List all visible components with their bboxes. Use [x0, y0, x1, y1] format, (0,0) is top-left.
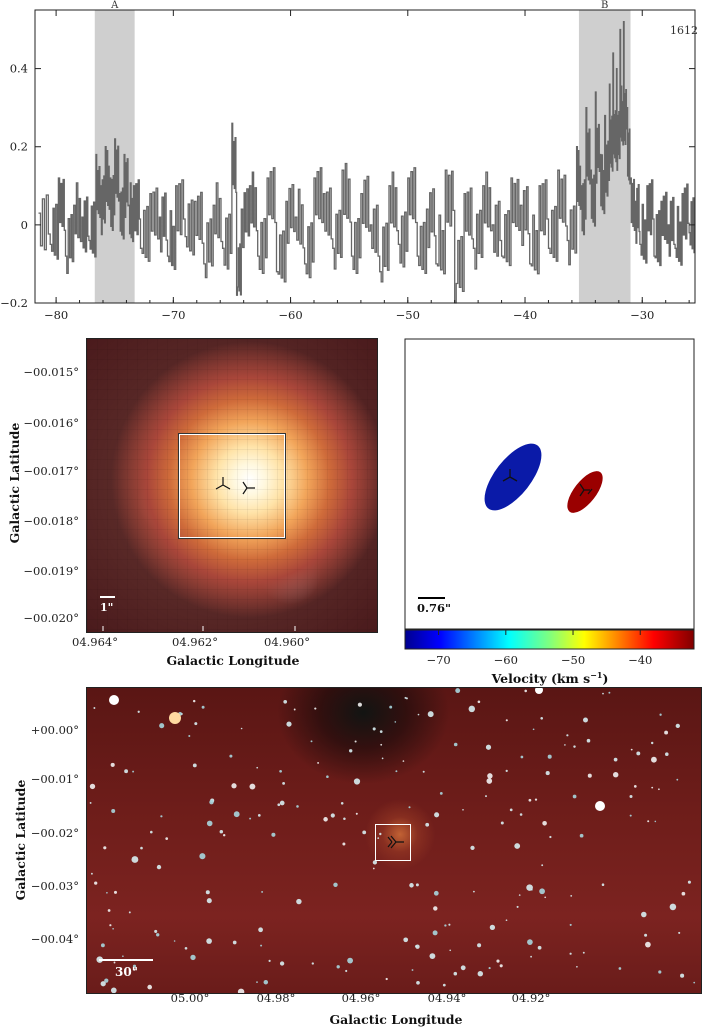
spectrum-frame	[34, 9, 696, 304]
zoom-x-tick-label: 04.964°	[72, 635, 118, 649]
zoom-image-axes: 04.964° 04.962° 04.960° −00.015°−00.016°−0…	[7, 365, 310, 668]
zoom-x-tick-label: 04.960°	[264, 635, 310, 649]
spectrum-x-ticks: −80 −70 −60 −50 −40 −30	[44, 10, 690, 322]
velocity-colorbar	[404, 629, 695, 650]
velocity-map-frame	[404, 338, 695, 630]
x-tick-label: −80	[44, 308, 68, 322]
wide-marker-icons	[387, 835, 404, 849]
y-tick-label: 0.2	[10, 140, 28, 154]
maser-marker-icons	[215, 477, 255, 495]
zoom-image-panel: 1"	[86, 338, 378, 633]
colorbar-tick-label: −50	[561, 653, 585, 667]
wide-field-panel: 30"	[86, 687, 702, 994]
zoom-scale-bar-label: 1"	[100, 601, 114, 614]
wide-inner-box	[375, 824, 411, 861]
zoom-x-tick-labels: 04.964° 04.962° 04.960°	[72, 626, 310, 649]
wide-scale-bar-label: 30"	[115, 965, 138, 979]
wide-y-tick-label: −00.03°	[31, 879, 79, 893]
velocity-component-blue	[484, 443, 542, 511]
y-tick-label: −0.2	[0, 296, 28, 310]
y-tick-label: 0.4	[10, 62, 28, 76]
shaded-region-label: A	[110, 0, 119, 11]
x-tick-label: −70	[161, 308, 185, 322]
wide-x-tick-label: 04.94°	[428, 991, 467, 1005]
wide-x-axis-label: Galactic Longitude	[330, 1012, 463, 1027]
wide-x-tick-label: 04.98°	[257, 991, 296, 1005]
wide-y-tick-label: −00.04°	[31, 932, 79, 946]
zoom-x-tick-label: 04.962°	[172, 635, 218, 649]
y-tick-label: 0	[21, 218, 28, 232]
component-marker-icons	[502, 469, 593, 497]
wide-y-tick-labels: +00.00° −00.01° −00.02° −00.03° −00.04°	[31, 723, 79, 946]
shaded-region-label: B	[601, 0, 608, 11]
spectrum-chart: A B −80 −70 −60 −50 −40 −30 −0.2 0 0.2 0.4 1612	[0, 0, 698, 322]
zoom-y-tick-labels: −00.015° −00.016° −00.017° −00.018° −00.019°…	[23, 365, 79, 625]
spectrum-y-ticks: −0.2 0 0.2 0.4	[0, 62, 695, 310]
zoom-x-axis-label: Galactic Longitude	[167, 653, 300, 668]
tri-marker-a-icon	[215, 477, 231, 490]
tri-marker-b-icon	[242, 481, 255, 495]
wide-y-axis-label: Galactic Latitude	[13, 780, 28, 901]
zoom-y-tick-label: −00.019°	[23, 564, 79, 578]
x-tick-label: −60	[278, 308, 302, 322]
wide-x-tick-label: 05.00°	[171, 991, 210, 1005]
zoom-y-tick-label: −00.016°	[23, 416, 79, 430]
zoom-y-tick-label: −00.017°	[23, 464, 79, 478]
colorbar-label: Velocity (km s−1)	[491, 670, 609, 686]
velocity-panel: 0.76" −70 −60 −50 −40 Velocity (km s−1)	[404, 338, 695, 686]
velocity-component-red	[567, 471, 603, 513]
zoom-inner-box	[178, 433, 286, 539]
wide-x-tick-label: 04.96°	[342, 991, 381, 1005]
colorbar-tick-label: −60	[494, 653, 518, 667]
star-field	[89, 688, 696, 993]
spectrum-series-line	[38, 21, 695, 304]
zoom-y-tick-label: −00.020°	[23, 611, 79, 625]
wide-y-tick-label: +00.00°	[31, 723, 79, 737]
x-tick-label: −50	[396, 308, 420, 322]
zoom-y-tick-label: −00.015°	[23, 365, 79, 379]
wide-x-tick-labels: 05.00° 04.98° 04.96° 04.94° 04.92°	[171, 991, 551, 1005]
x-tick-label: −40	[513, 308, 537, 322]
spectrum-annotation-label: 1612	[670, 24, 698, 37]
wide-y-tick-label: −00.01°	[31, 772, 79, 786]
zoom-y-tick-label: −00.018°	[23, 514, 79, 528]
colorbar-tick-label: −70	[426, 653, 450, 667]
zoom-y-axis-label: Galactic Latitude	[7, 423, 22, 544]
velocity-scale-bar-label: 0.76"	[417, 601, 451, 615]
colorbar-tick-label: −40	[628, 653, 652, 667]
wide-field-axes: 05.00° 04.98° 04.96° 04.94° 04.92° +00.00° −0…	[13, 723, 551, 1027]
wide-x-tick-label: 04.92°	[512, 991, 551, 1005]
colorbar-ticks: −70 −60 −50 −40	[426, 630, 652, 667]
wide-y-tick-label: −00.02°	[31, 826, 79, 840]
x-tick-label: −30	[630, 308, 654, 322]
